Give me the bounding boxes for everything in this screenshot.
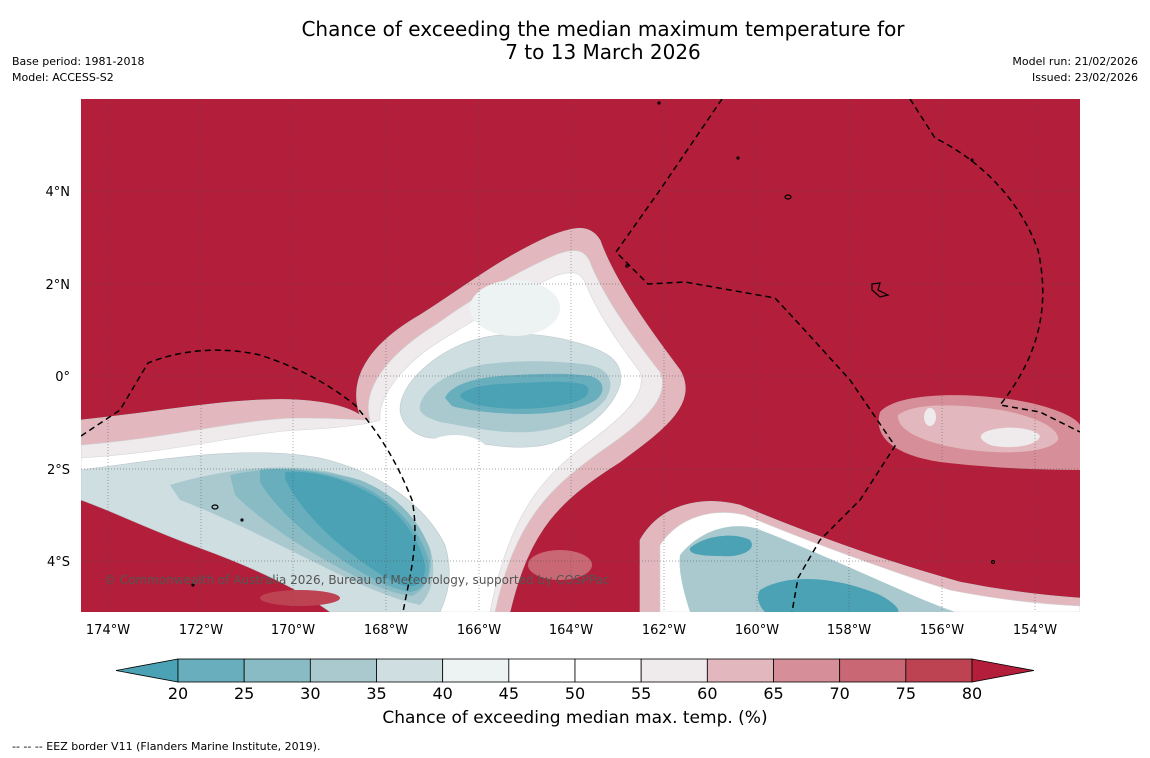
lat-label-0: 0° [55, 370, 70, 385]
colorbar-tick-label: 50 [565, 684, 585, 703]
colorbar-swatch [243, 658, 311, 683]
colorbar-swatch [706, 658, 774, 683]
lat-label-4n: 4°N [46, 185, 71, 200]
lat-label-2n: 2°N [46, 278, 71, 293]
colorbar-tick-label: 55 [631, 684, 651, 703]
eez-footnote: -- -- -- EEZ border V11 (Flanders Marine… [12, 740, 321, 753]
colorbar-tick-label: 40 [432, 684, 452, 703]
base-period-text: Base period: 1981-2018 [12, 55, 145, 68]
longitude-labels: 174°W 172°W 170°W 168°W 166°W 164°W 162°… [86, 623, 1057, 638]
map-title: Chance of exceeding the median maximum t… [0, 18, 1150, 64]
colorbar-tick-label: 80 [962, 684, 982, 703]
title-line-1: Chance of exceeding the median maximum t… [301, 17, 905, 41]
colorbar-swatch [177, 658, 245, 683]
issued-text: Issued: 23/02/2026 [1031, 71, 1138, 84]
eez-borders [81, 99, 1080, 612]
colorbar-tick-label: 65 [763, 684, 783, 703]
lat-label-2s: 2°S [47, 463, 70, 478]
colorbar-swatch [508, 658, 576, 683]
lon-label-160w: 160°W [735, 623, 779, 638]
lon-label-162w: 162°W [642, 623, 686, 638]
colorbar-swatch [574, 658, 642, 683]
copyright-text: © Commonwealth of Australia 2026, Bureau… [104, 573, 609, 587]
lon-label-158w: 158°W [827, 623, 871, 638]
colorbar-over-arrow [971, 658, 1035, 683]
lon-label-168w: 168°W [364, 623, 408, 638]
colorbar-swatch [773, 658, 841, 683]
east-cool-region [878, 395, 1080, 470]
map-plot-area: © Commonwealth of Australia 2026, Bureau… [81, 99, 1080, 612]
lon-label-156w: 156°W [920, 623, 964, 638]
map-figure: © Commonwealth of Australia 2026, Bureau… [46, 99, 1080, 638]
model-run-text: Model run: 21/02/2026 [1012, 55, 1138, 68]
colorbar-tick-label: 60 [697, 684, 717, 703]
colorbar-swatches [115, 658, 1035, 683]
colorbar-swatch [376, 658, 444, 683]
colorbar-tick-label: 45 [499, 684, 519, 703]
colorbar-swatch [442, 658, 510, 683]
colorbar-swatch [905, 658, 973, 683]
colorbar-tick-label: 20 [168, 684, 188, 703]
title-line-2: 7 to 13 March 2026 [505, 40, 701, 64]
warm-pocket-southwest [260, 590, 340, 606]
lon-label-164w: 164°W [549, 623, 593, 638]
southwest-cool-region [81, 452, 450, 612]
colorbar-swatch [309, 658, 377, 683]
colorbar-tick-label: 30 [300, 684, 320, 703]
colorbar-under-arrow [115, 658, 179, 683]
lon-label-174w: 174°W [86, 623, 130, 638]
islands [191, 101, 996, 587]
colorbar-title: Chance of exceeding median max. temp. (%… [382, 708, 768, 728]
colorbar-tick-label: 70 [829, 684, 849, 703]
colorbar-tick-labels: 20 25 30 35 40 45 50 55 60 65 70 75 80 [168, 684, 982, 703]
lon-label-172w: 172°W [179, 623, 223, 638]
colorbar: 20 25 30 35 40 45 50 55 60 65 70 75 80 [115, 658, 1035, 703]
lon-label-154w: 154°W [1013, 623, 1057, 638]
central-cool-region [81, 227, 686, 612]
model-text: Model: ACCESS-S2 [12, 71, 114, 84]
lat-label-4s: 4°S [47, 555, 70, 570]
colorbar-tick-label: 25 [234, 684, 254, 703]
meta-left: Base period: 1981-2018 Model: ACCESS-S2 [12, 54, 144, 86]
colorbar-tick-label: 75 [896, 684, 916, 703]
colorbar-tick-label: 35 [366, 684, 386, 703]
lon-label-170w: 170°W [271, 623, 315, 638]
colorbar-swatch [640, 658, 708, 683]
latitude-labels: 4°N 2°N 0° 2°S 4°S [46, 185, 71, 570]
lon-label-166w: 166°W [457, 623, 501, 638]
colorbar-swatch [839, 658, 907, 683]
meta-right: Model run: 21/02/2026 Issued: 23/02/2026 [1012, 54, 1138, 86]
warm-pocket-south [528, 550, 592, 580]
